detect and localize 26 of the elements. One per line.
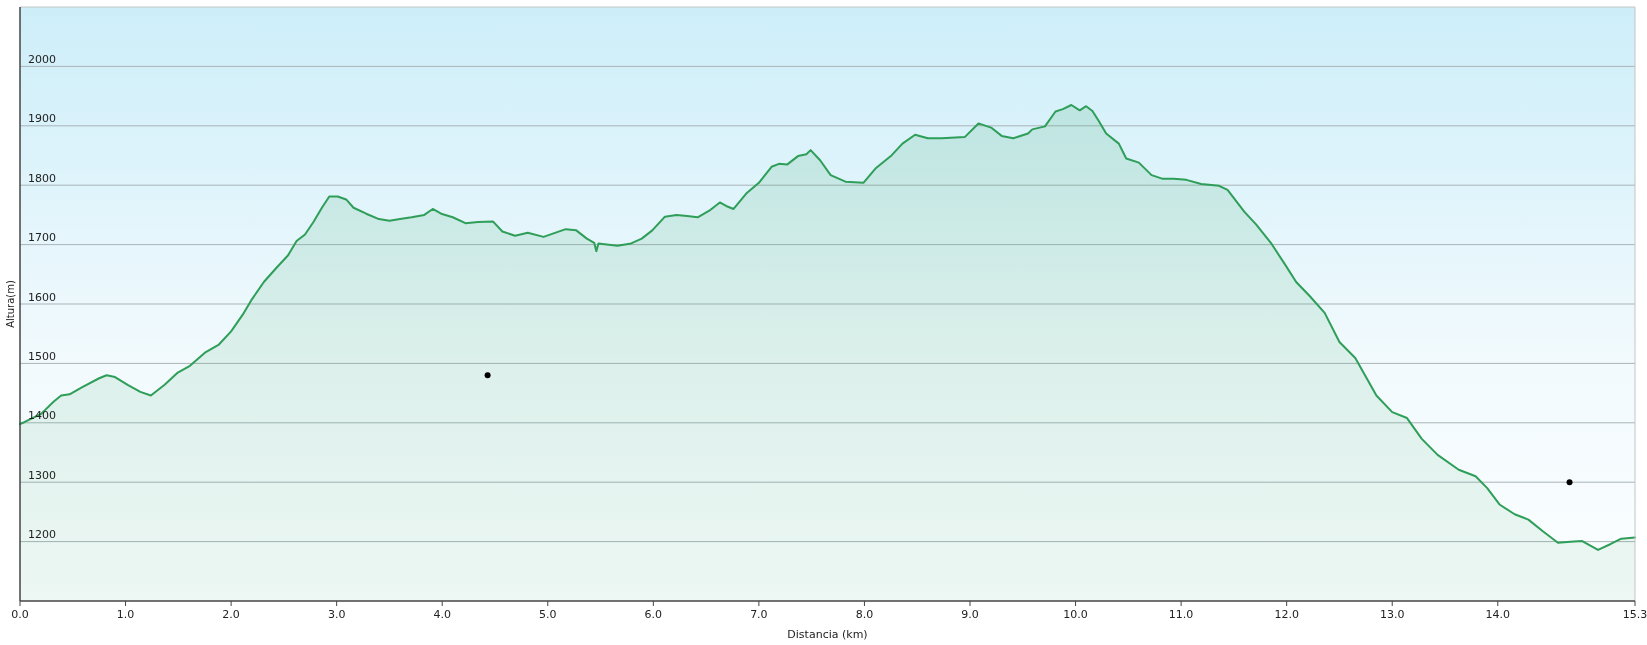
y-axis-title: Altura(m): [5, 280, 16, 328]
y-tick-label: 1900: [28, 112, 56, 126]
x-tick-label: 15.3: [1622, 608, 1647, 621]
y-tick-label: 1600: [28, 290, 56, 304]
x-tick-label: 10.0: [1063, 608, 1088, 621]
x-tick-label: 4.0: [433, 608, 451, 621]
x-tick-label: 12.0: [1274, 608, 1299, 621]
x-tick-label: 1.0: [116, 608, 135, 621]
y-tick-label: 1800: [28, 171, 56, 185]
x-tick-label: 14.0: [1485, 608, 1511, 621]
x-axis-title: Distancia (km): [787, 628, 868, 641]
y-tick-label: 2000: [28, 52, 56, 66]
x-tick-label: 11.0: [1168, 608, 1194, 621]
y-tick-label: 1200: [28, 528, 56, 542]
y-tick-label: 1700: [28, 231, 56, 245]
y-tick-label: 1300: [28, 468, 56, 482]
x-tick-label: 0.0: [11, 608, 29, 621]
x-tick-label: 9.0: [961, 608, 979, 621]
x-tick-label: 2.0: [222, 608, 240, 621]
y-tick-label: 1500: [28, 349, 56, 363]
x-tick-label: 7.0: [750, 608, 768, 621]
x-tick-label: 8.0: [855, 608, 874, 621]
x-tick-label: 3.0: [327, 608, 346, 621]
x-tick-label: 13.0: [1379, 608, 1405, 621]
x-tick-label: 5.0: [539, 608, 557, 621]
x-tick-label: 6.0: [644, 608, 663, 621]
